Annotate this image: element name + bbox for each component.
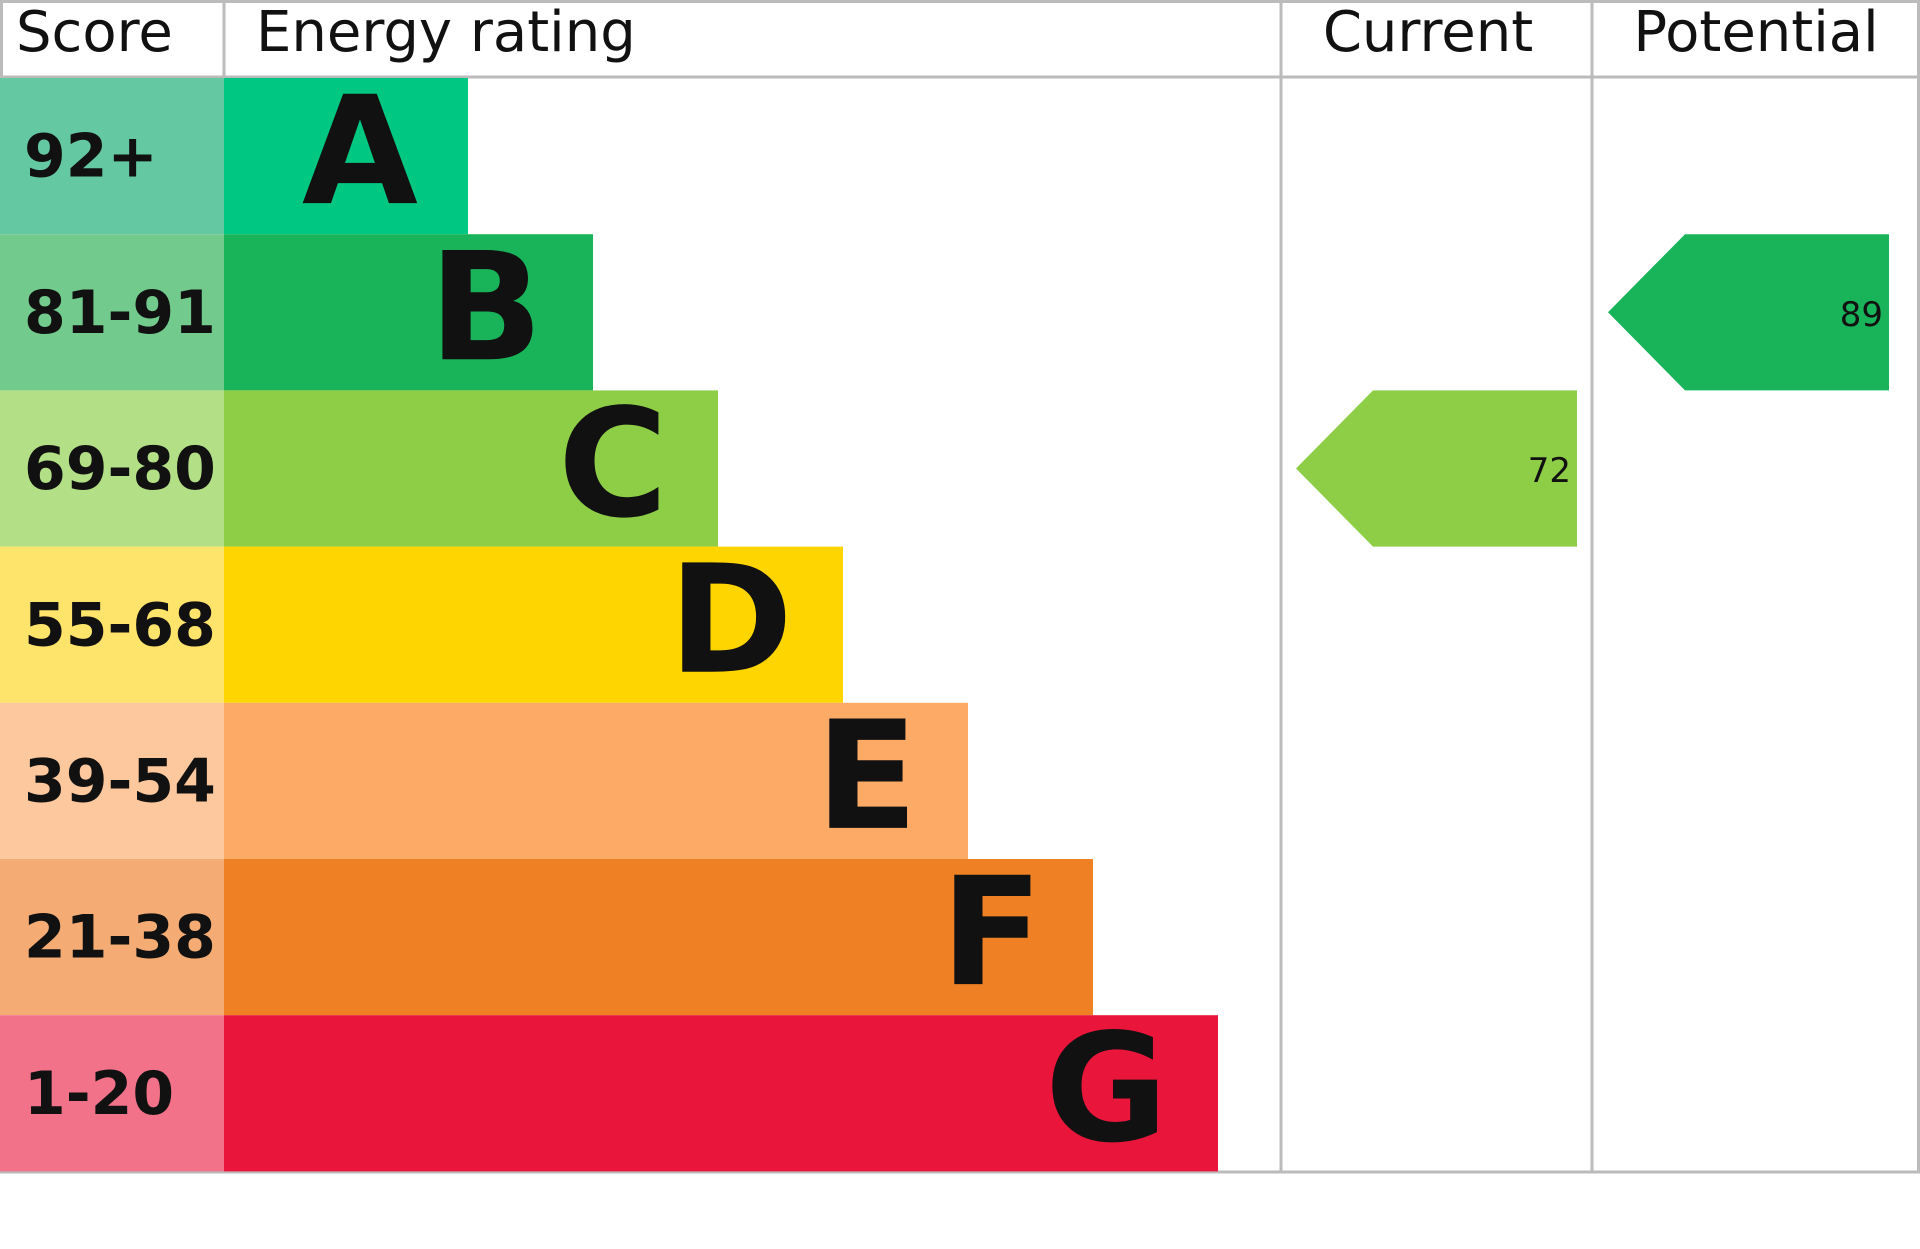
score-label: 81-91 xyxy=(24,278,216,348)
current-value: 72 xyxy=(1528,451,1571,491)
score-label: 55-68 xyxy=(24,590,216,660)
score-cell xyxy=(0,859,224,1016)
rating-bar xyxy=(224,1015,1218,1172)
rating-letter: E xyxy=(816,690,918,864)
score-label: 69-80 xyxy=(24,434,216,504)
rating-bar xyxy=(224,859,1093,1016)
rating-letter: A xyxy=(302,65,418,239)
rating-bar xyxy=(224,390,718,547)
rating-letter: D xyxy=(668,534,793,708)
rating-bar xyxy=(224,234,593,391)
score-cell xyxy=(0,1015,224,1172)
rating-letter: F xyxy=(941,846,1043,1020)
current-arrow xyxy=(1296,390,1577,547)
rating-bar xyxy=(224,702,968,859)
score-label: 1-20 xyxy=(24,1059,174,1129)
header-current: Current xyxy=(1323,0,1533,65)
score-label: 92+ xyxy=(24,122,158,192)
score-cell xyxy=(0,390,224,547)
potential-arrow xyxy=(1608,234,1889,391)
rating-bar xyxy=(224,78,468,235)
header-potential: Potential xyxy=(1633,0,1878,65)
score-cell xyxy=(0,702,224,859)
rating-letter: G xyxy=(1045,1002,1168,1176)
score-cell xyxy=(0,546,224,703)
score-label: 39-54 xyxy=(24,746,216,816)
rating-letter: B xyxy=(429,221,543,395)
score-cell xyxy=(0,234,224,391)
score-label: 21-38 xyxy=(24,903,216,973)
potential-value: 89 xyxy=(1840,295,1883,335)
score-cell xyxy=(0,78,224,235)
rating-letter: C xyxy=(558,378,668,552)
header-score: Score xyxy=(16,0,173,65)
header-rating: Energy rating xyxy=(256,0,636,65)
rating-bar xyxy=(224,546,843,703)
grid xyxy=(0,0,1920,1174)
